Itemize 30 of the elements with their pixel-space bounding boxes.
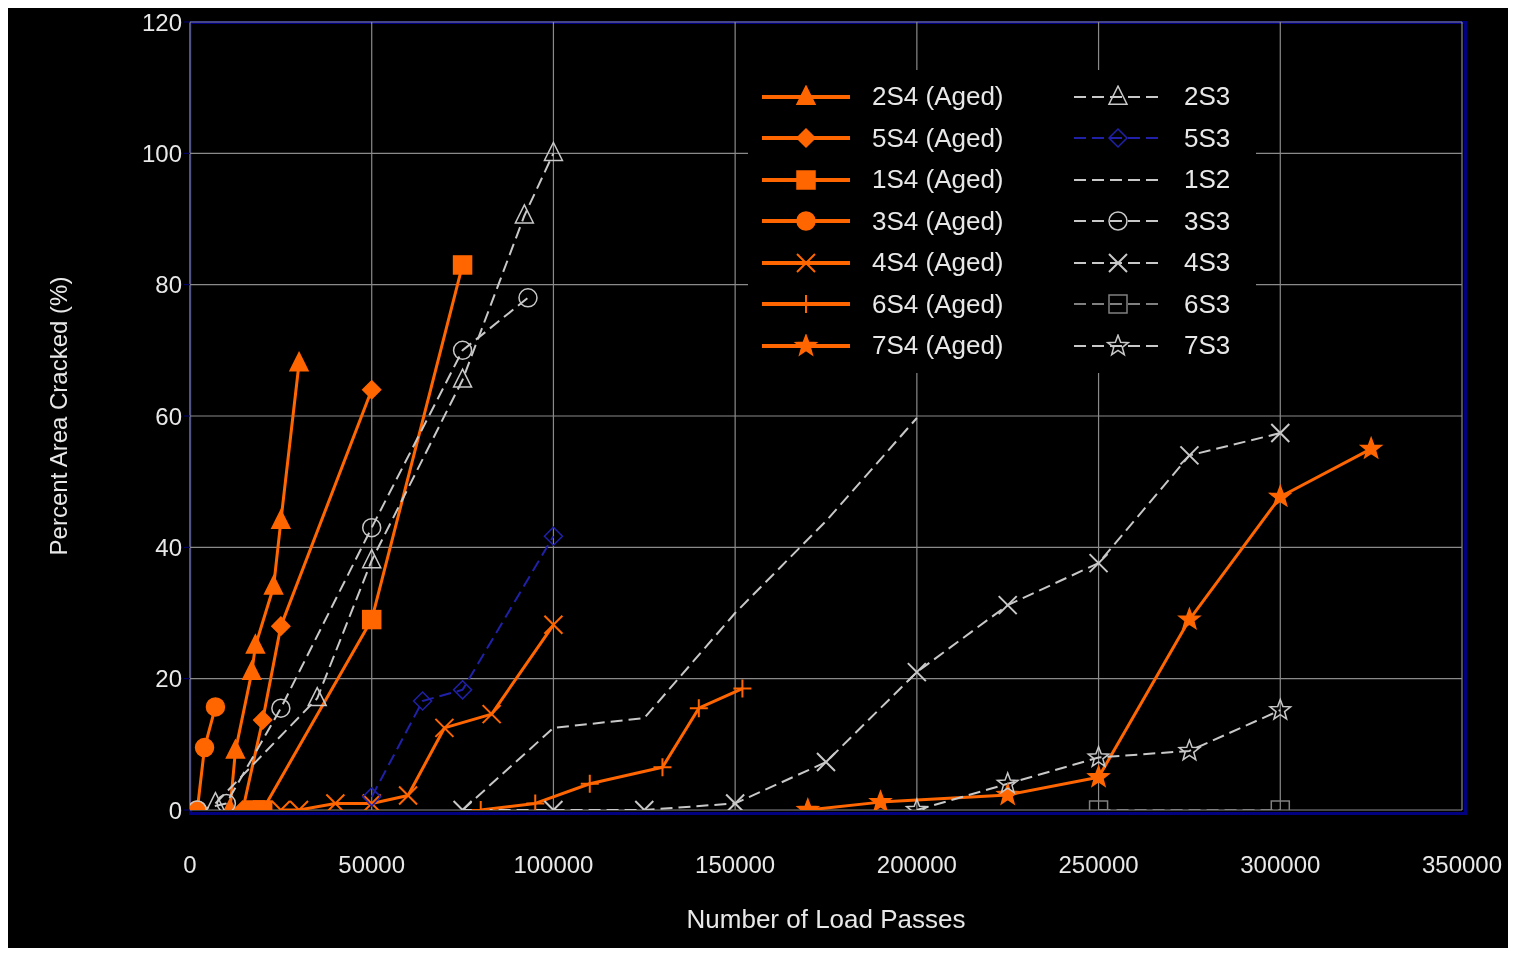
legend-label: 1S4 (Aged): [872, 164, 1005, 196]
legend-label: 1S2: [1184, 164, 1232, 196]
y-tick-label: 120: [141, 8, 182, 36]
y-tick-label: 20: [155, 665, 182, 693]
y-tick-label: 40: [155, 533, 182, 561]
x-tick-label: 100000: [513, 851, 594, 879]
legend-label: 7S4 (Aged): [872, 330, 1005, 362]
x-tick-label: 300000: [1240, 851, 1321, 879]
legend-label: 3S4 (Aged): [872, 205, 1005, 237]
legend-label: 2S3: [1184, 81, 1232, 113]
legend-label: 6S4 (Aged): [872, 288, 1005, 320]
y-tick-label: 60: [155, 402, 182, 430]
y-tick-label: 0: [168, 796, 182, 824]
y-tick-label: 100: [141, 139, 182, 167]
x-tick-label: 200000: [876, 851, 957, 879]
legend-label: 4S4 (Aged): [872, 247, 1005, 279]
x-axis-title: Number of Load Passes: [686, 904, 966, 934]
y-tick-label: 80: [155, 271, 182, 299]
legend-label: 3S3: [1184, 205, 1232, 237]
x-tick-label: 50000: [338, 851, 406, 879]
legend-label: 5S3: [1184, 122, 1232, 154]
legend-label: 6S3: [1184, 288, 1232, 320]
legend-label: 5S4 (Aged): [872, 122, 1005, 154]
y-axis-title: Percent Area Cracked (%): [44, 276, 72, 556]
x-tick-label: 150000: [695, 851, 776, 879]
legend-label: 2S4 (Aged): [872, 81, 1005, 113]
x-tick-label: 350000: [1421, 851, 1503, 879]
legend-label: 7S3: [1184, 330, 1232, 362]
x-tick-label: 250000: [1058, 851, 1139, 879]
legend-label: 4S3: [1184, 247, 1232, 279]
